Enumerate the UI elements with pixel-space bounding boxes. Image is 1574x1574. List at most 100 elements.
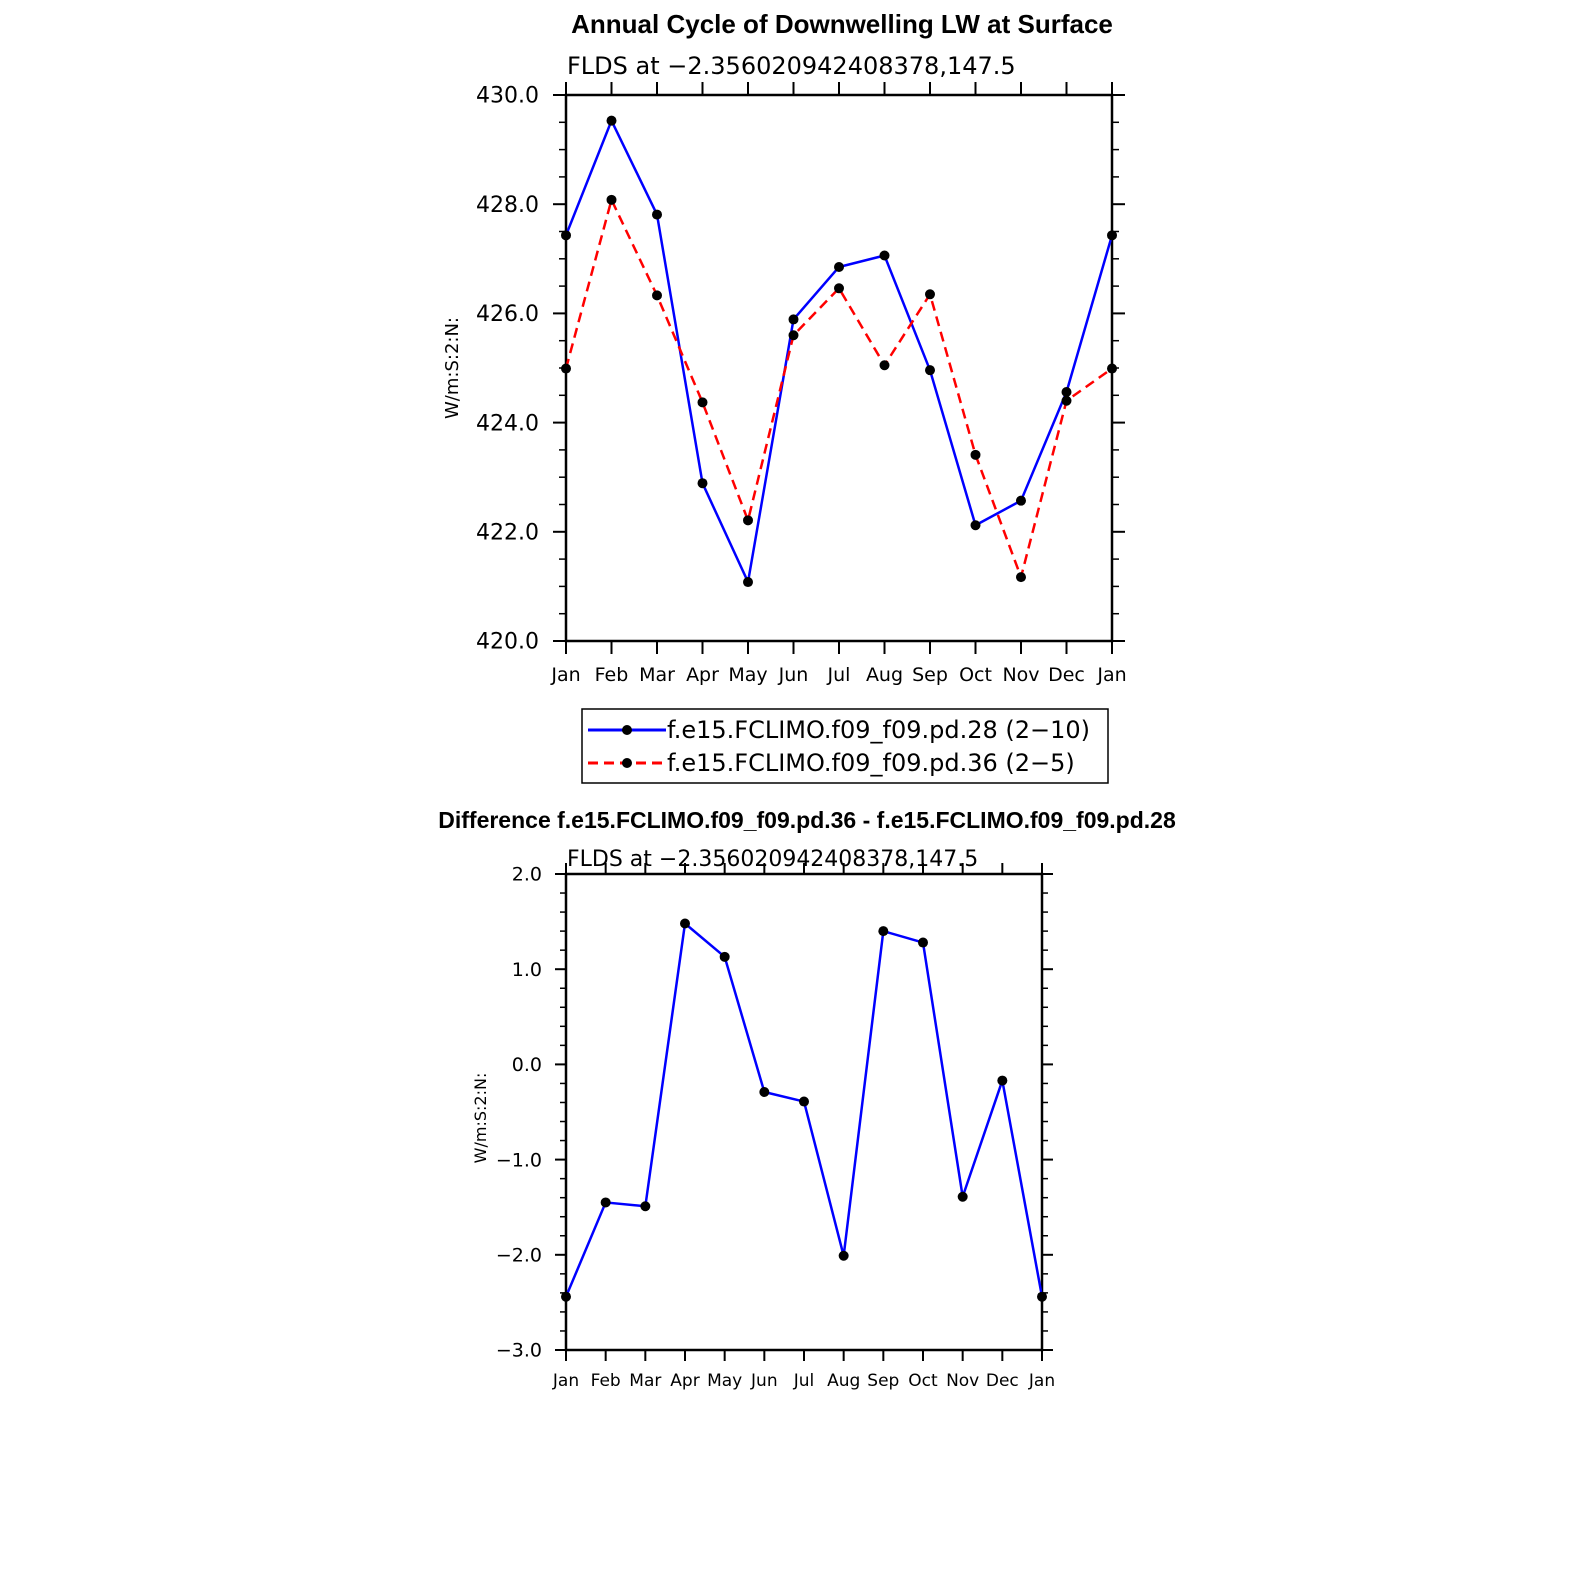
data-point — [652, 290, 662, 301]
x-tick-label: Mar — [639, 664, 675, 686]
data-point — [606, 194, 617, 205]
x-tick-label: Jun — [750, 1371, 778, 1391]
series-line-2 — [564, 198, 1113, 579]
x-tick-label: Sep — [912, 664, 948, 686]
data-point — [743, 515, 753, 526]
legend-marker-2 — [622, 758, 632, 768]
data-point — [640, 1201, 651, 1212]
data-point — [697, 478, 708, 489]
data-point — [680, 918, 690, 929]
y-tick-label: 430.0 — [476, 84, 539, 109]
y-tick-label: −3.0 — [496, 1340, 542, 1362]
data-point — [719, 951, 730, 962]
x-tick-label: Jan — [552, 1371, 579, 1391]
y-tick-label: 428.0 — [476, 193, 539, 218]
x-tick-label: Dec — [986, 1371, 1019, 1391]
data-point — [606, 115, 617, 126]
plot-frame — [564, 872, 1044, 1352]
chart-subtitle: FLDS at −2.356020942408378,147.5 — [567, 52, 1016, 80]
x-tick-label: Dec — [1048, 664, 1085, 686]
x-tick-label: Feb — [595, 664, 629, 686]
y-tick-label: −2.0 — [496, 1244, 542, 1266]
legend-entry-1: f.e15.FCLIMO.f09_f09.pd.28 (2−10) — [588, 716, 1090, 744]
x-tick-label: Apr — [670, 1371, 699, 1391]
data-point — [600, 1197, 611, 1208]
x-tick-label: Apr — [686, 664, 719, 686]
difference-panel: Difference f.e15.FCLIMO.f09_f09.pd.36 - … — [438, 807, 1176, 1391]
y-tick-label: 422.0 — [476, 521, 539, 546]
y-tick-label: 2.0 — [512, 864, 542, 886]
data-point — [788, 330, 799, 341]
data-point — [918, 937, 928, 948]
x-tick-label: Jul — [827, 664, 851, 686]
data-point — [925, 365, 935, 376]
series-line-1 — [564, 922, 1044, 1298]
x-tick-label: Oct — [908, 1371, 938, 1391]
data-point — [1061, 395, 1072, 406]
x-tick-label: Mar — [629, 1371, 661, 1391]
y-tick-label: 420.0 — [476, 630, 539, 655]
chart-title: Difference f.e15.FCLIMO.f09_f09.pd.36 - … — [438, 807, 1176, 833]
x-tick-label: Jan — [1028, 1371, 1055, 1391]
chart-subtitle: FLDS at −2.356020942408378,147.5 — [567, 847, 978, 872]
x-tick-label: Oct — [959, 664, 992, 686]
legend-entry-2: f.e15.FCLIMO.f09_f09.pd.36 (2−5) — [588, 749, 1075, 777]
series-layer — [561, 918, 1047, 1302]
x-tick-label: Aug — [827, 1371, 860, 1391]
data-point — [561, 1291, 571, 1302]
data-point — [879, 250, 890, 261]
y-tick-label: −1.0 — [496, 1149, 542, 1171]
data-point — [957, 1191, 968, 1202]
x-tick-label: Jan — [550, 664, 580, 686]
data-point — [1061, 387, 1072, 398]
y-tick-label: 426.0 — [476, 302, 539, 327]
x-tick-label: Aug — [866, 664, 903, 686]
legend: f.e15.FCLIMO.f09_f09.pd.28 (2−10) f.e15.… — [581, 708, 1109, 784]
x-tick-label: Nov — [946, 1371, 979, 1391]
data-point — [652, 209, 662, 220]
data-point — [970, 449, 981, 460]
annual-cycle-panel: Annual Cycle of Downwelling LW at Surfac… — [442, 9, 1127, 784]
plot-axes: Jan Feb Mar Apr May Jun Jul Aug Sep Oct Nov Dec Jan−… — [496, 863, 1055, 1391]
data-point — [788, 314, 799, 325]
x-tick-label: Sep — [867, 1371, 899, 1391]
data-point — [878, 926, 889, 937]
x-tick-label: Jun — [778, 664, 809, 686]
legend-box — [581, 708, 1109, 784]
data-point — [879, 360, 890, 371]
plot-frame — [564, 93, 1114, 643]
data-point — [759, 1087, 770, 1098]
y-tick-label: 1.0 — [512, 959, 542, 981]
x-tick-label: Jul — [793, 1371, 815, 1391]
data-point — [1016, 495, 1026, 506]
x-tick-label: May — [707, 1371, 742, 1391]
series-line-1 — [564, 119, 1114, 584]
x-tick-label: Feb — [591, 1371, 621, 1391]
data-point — [834, 261, 844, 272]
data-point — [1107, 230, 1117, 241]
legend-label-2: f.e15.FCLIMO.f09_f09.pd.36 (2−5) — [667, 749, 1075, 777]
legend-label-1: f.e15.FCLIMO.f09_f09.pd.28 (2−10) — [667, 716, 1090, 744]
x-tick-label: May — [728, 664, 767, 686]
data-point — [743, 577, 753, 588]
data-point — [997, 1075, 1008, 1086]
data-point — [561, 363, 571, 374]
y-axis-label: W/m:S:2:N: — [442, 317, 463, 419]
series-layer — [561, 115, 1117, 588]
legend-marker-1 — [622, 725, 632, 735]
data-point — [925, 289, 935, 300]
plot-axes: Jan Feb Mar Apr May Jun Jul Aug Sep Oct Nov Dec Jan 4… — [476, 82, 1127, 686]
data-point — [834, 283, 844, 294]
data-point — [970, 520, 981, 531]
y-axis-label: W/m:S:2:N: — [471, 1073, 490, 1164]
y-tick-label: 424.0 — [476, 411, 539, 436]
data-point — [838, 1250, 849, 1261]
x-tick-label: Jan — [1096, 664, 1126, 686]
data-point — [1016, 572, 1026, 583]
chart-title: Annual Cycle of Downwelling LW at Surfac… — [571, 9, 1113, 39]
data-point — [697, 397, 708, 408]
x-tick-label: Nov — [1002, 664, 1039, 686]
data-point — [1037, 1291, 1047, 1302]
data-point — [799, 1096, 809, 1107]
